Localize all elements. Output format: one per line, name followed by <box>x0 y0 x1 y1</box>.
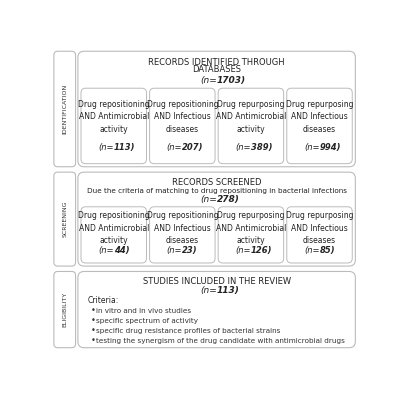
FancyBboxPatch shape <box>54 172 76 266</box>
Text: (n=: (n= <box>304 246 320 255</box>
Text: STUDIES INCLUDED IN THE REVIEW: STUDIES INCLUDED IN THE REVIEW <box>142 277 291 286</box>
FancyBboxPatch shape <box>287 88 352 164</box>
Text: 994): 994) <box>320 143 341 152</box>
Text: (n=: (n= <box>236 143 251 152</box>
Text: specific spectrum of activity: specific spectrum of activity <box>96 318 198 324</box>
Text: 1703): 1703) <box>217 76 246 85</box>
Text: 44): 44) <box>114 246 129 255</box>
Text: •: • <box>90 306 95 315</box>
Text: (n=: (n= <box>98 143 114 152</box>
Text: 207): 207) <box>182 143 204 152</box>
Text: DATABASES: DATABASES <box>192 65 241 74</box>
FancyBboxPatch shape <box>54 51 76 167</box>
FancyBboxPatch shape <box>81 88 146 164</box>
Text: Due the criteria of matching to drug repositioning in bacterial infections: Due the criteria of matching to drug rep… <box>87 188 347 194</box>
Text: (n=: (n= <box>200 76 217 85</box>
Text: Drug repositioning
AND Infectious
diseases: Drug repositioning AND Infectious diseas… <box>146 100 218 134</box>
Text: 126): 126) <box>251 246 272 255</box>
FancyBboxPatch shape <box>287 207 352 263</box>
Text: (n=: (n= <box>167 246 182 255</box>
FancyBboxPatch shape <box>78 172 355 266</box>
Text: 278): 278) <box>217 196 240 204</box>
Text: •: • <box>90 316 95 325</box>
Text: 23): 23) <box>182 246 198 255</box>
Text: (n=: (n= <box>200 286 217 295</box>
Text: specific drug resistance profiles of bacterial strains: specific drug resistance profiles of bac… <box>96 328 281 334</box>
Text: 389): 389) <box>251 143 272 152</box>
FancyBboxPatch shape <box>150 88 215 164</box>
Text: Drug repositioning
AND Infectious
diseases: Drug repositioning AND Infectious diseas… <box>146 211 218 245</box>
Text: (n=: (n= <box>200 196 217 204</box>
FancyBboxPatch shape <box>54 271 76 348</box>
Text: Drug repurposing
AND Infectious
diseases: Drug repurposing AND Infectious diseases <box>286 211 353 245</box>
Text: 113): 113) <box>114 143 135 152</box>
FancyBboxPatch shape <box>218 207 284 263</box>
Text: 85): 85) <box>320 246 335 255</box>
Text: Criteria:: Criteria: <box>87 296 118 305</box>
Text: (n=: (n= <box>167 143 182 152</box>
FancyBboxPatch shape <box>218 88 284 164</box>
Text: testing the synergism of the drug candidate with antimicrobial drugs: testing the synergism of the drug candid… <box>96 338 345 344</box>
Text: RECORDS SCREENED: RECORDS SCREENED <box>172 178 261 187</box>
Text: Drug repurposing
AND Antimicrobial
activity: Drug repurposing AND Antimicrobial activ… <box>216 211 286 245</box>
Text: in vitro and in vivo studies: in vitro and in vivo studies <box>96 308 192 314</box>
Text: SCREENING: SCREENING <box>62 201 67 237</box>
Text: Drug repositioning
AND Antimicrobial
activity: Drug repositioning AND Antimicrobial act… <box>78 211 150 245</box>
FancyBboxPatch shape <box>81 207 146 263</box>
FancyBboxPatch shape <box>150 207 215 263</box>
FancyBboxPatch shape <box>78 51 355 167</box>
Text: (n=: (n= <box>304 143 320 152</box>
Text: RECORDS IDENTIFIED THROUGH: RECORDS IDENTIFIED THROUGH <box>148 58 285 66</box>
Text: Drug repositioning
AND Antimicrobial
activity: Drug repositioning AND Antimicrobial act… <box>78 100 150 134</box>
Text: Drug repurposing
AND Infectious
diseases: Drug repurposing AND Infectious diseases <box>286 100 353 134</box>
Text: ELIGIBILITY: ELIGIBILITY <box>62 292 67 327</box>
FancyBboxPatch shape <box>78 271 355 348</box>
Text: IDENTIFICATION: IDENTIFICATION <box>62 84 67 134</box>
Text: Drug repurposing
AND Antimicrobial
activity: Drug repurposing AND Antimicrobial activ… <box>216 100 286 134</box>
Text: (n=: (n= <box>236 246 251 255</box>
Text: (n=: (n= <box>98 246 114 255</box>
Text: •: • <box>90 326 95 335</box>
Text: 113): 113) <box>217 286 240 295</box>
Text: •: • <box>90 336 95 345</box>
